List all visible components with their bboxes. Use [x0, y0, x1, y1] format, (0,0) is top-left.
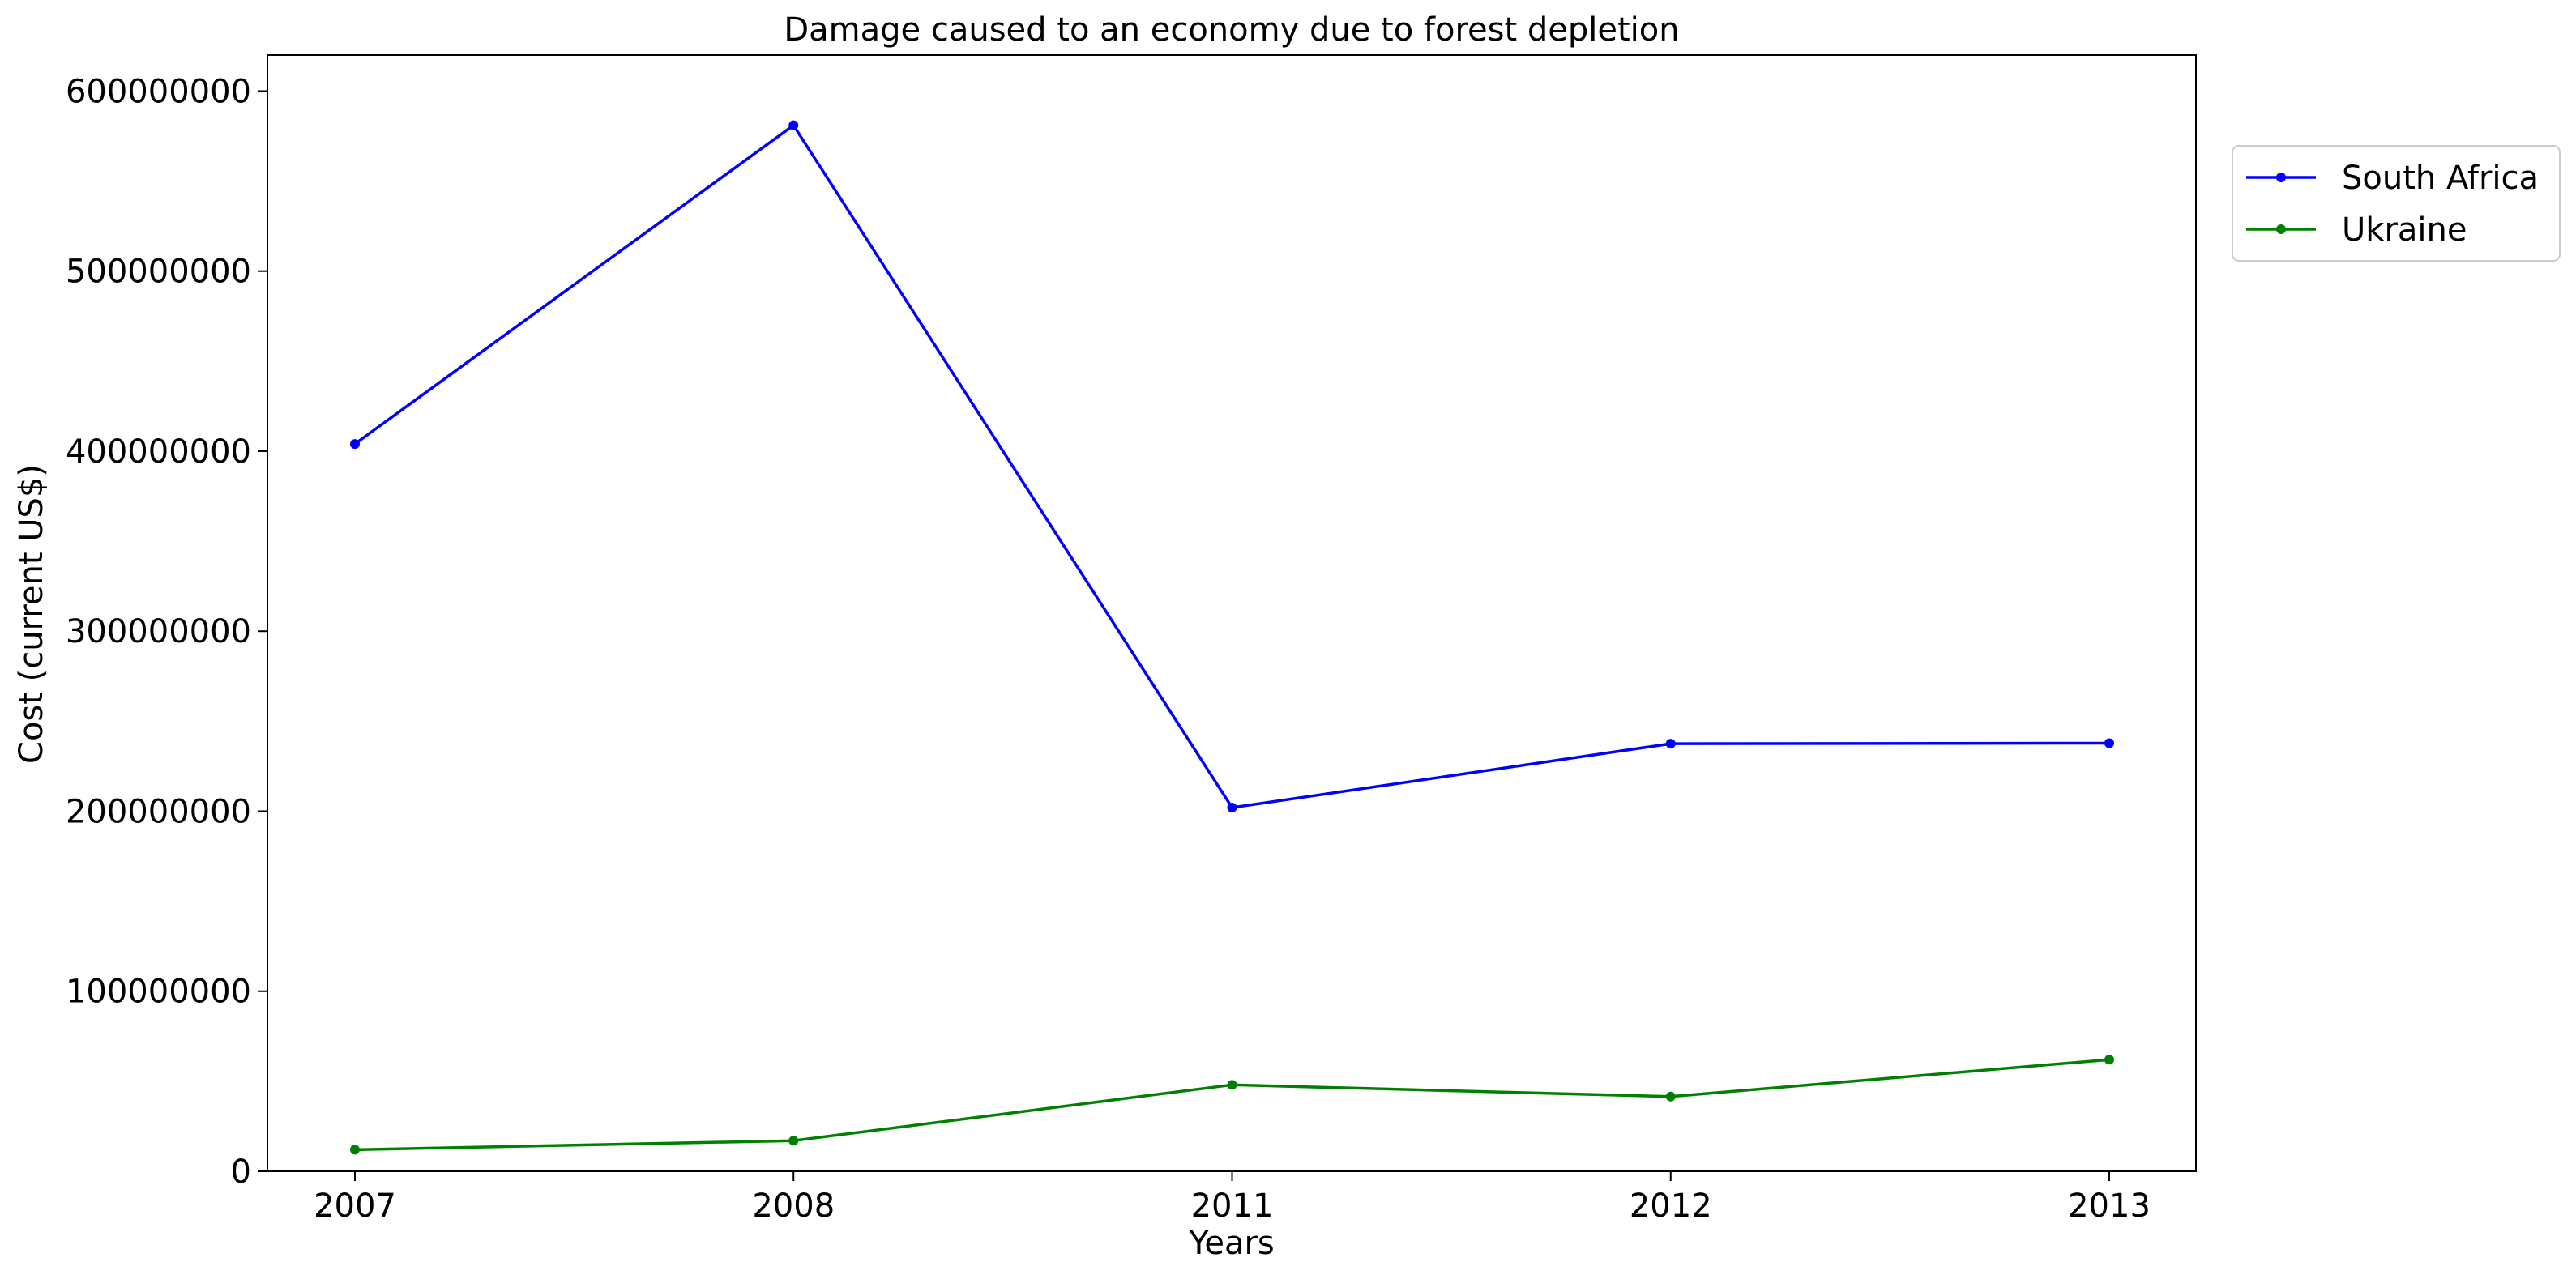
- data-point-ukraine: [1665, 1091, 1676, 1102]
- data-point-ukraine: [2104, 1055, 2114, 1065]
- legend-label-ukraine: Ukraine: [2342, 211, 2467, 249]
- x-tick-label: 2012: [1630, 1187, 1712, 1225]
- chart-title: Damage caused to an economy due to fores…: [784, 11, 1679, 49]
- y-tick-label: 0: [231, 1153, 251, 1191]
- x-tick-label: 2008: [752, 1187, 835, 1225]
- legend: South Africa Ukraine: [2232, 145, 2561, 262]
- series-line-ukraine: [354, 1058, 2110, 1152]
- y-axis: 0 100000000 200000000 300000000 400000000 500…: [66, 73, 267, 1191]
- data-point-south-africa: [1227, 803, 1237, 813]
- legend-marker-ukraine: [2276, 224, 2286, 234]
- series-south-africa: [350, 120, 2114, 813]
- data-point-ukraine: [350, 1145, 360, 1155]
- y-tick-label: 400000000: [66, 433, 251, 471]
- data-point-ukraine: [788, 1136, 799, 1146]
- series-layer: [350, 120, 2114, 1155]
- y-tick-label: 200000000: [66, 793, 251, 830]
- x-tick-label: 2011: [1191, 1187, 1274, 1225]
- data-point-south-africa: [2104, 738, 2114, 748]
- series-ukraine: [350, 1055, 2114, 1155]
- legend-box: [2232, 145, 2561, 262]
- x-tick-label: 2013: [2068, 1187, 2151, 1225]
- x-axis-label: Years: [1188, 1225, 1275, 1262]
- legend-item-south-africa: South Africa: [2246, 160, 2539, 197]
- data-point-south-africa: [1665, 739, 1676, 749]
- y-tick-label: 100000000: [66, 974, 251, 1011]
- y-tick-label: 600000000: [66, 73, 251, 110]
- series-line-south-africa: [353, 123, 2110, 809]
- legend-label-south-africa: South Africa: [2342, 160, 2539, 197]
- data-point-ukraine: [1227, 1080, 1237, 1090]
- y-tick-label: 300000000: [66, 613, 251, 650]
- x-tick-label: 2007: [314, 1187, 396, 1225]
- plot-frame: [267, 54, 2197, 1172]
- y-axis-label: Cost (current US$): [13, 464, 50, 764]
- x-axis: 2007 2008 2011 2012 2013: [314, 1171, 2151, 1225]
- data-point-south-africa: [788, 120, 799, 130]
- legend-item-ukraine: Ukraine: [2246, 211, 2467, 249]
- legend-marker-south-africa: [2276, 173, 2286, 182]
- y-tick-label: 500000000: [66, 254, 251, 291]
- data-point-south-africa: [350, 439, 360, 450]
